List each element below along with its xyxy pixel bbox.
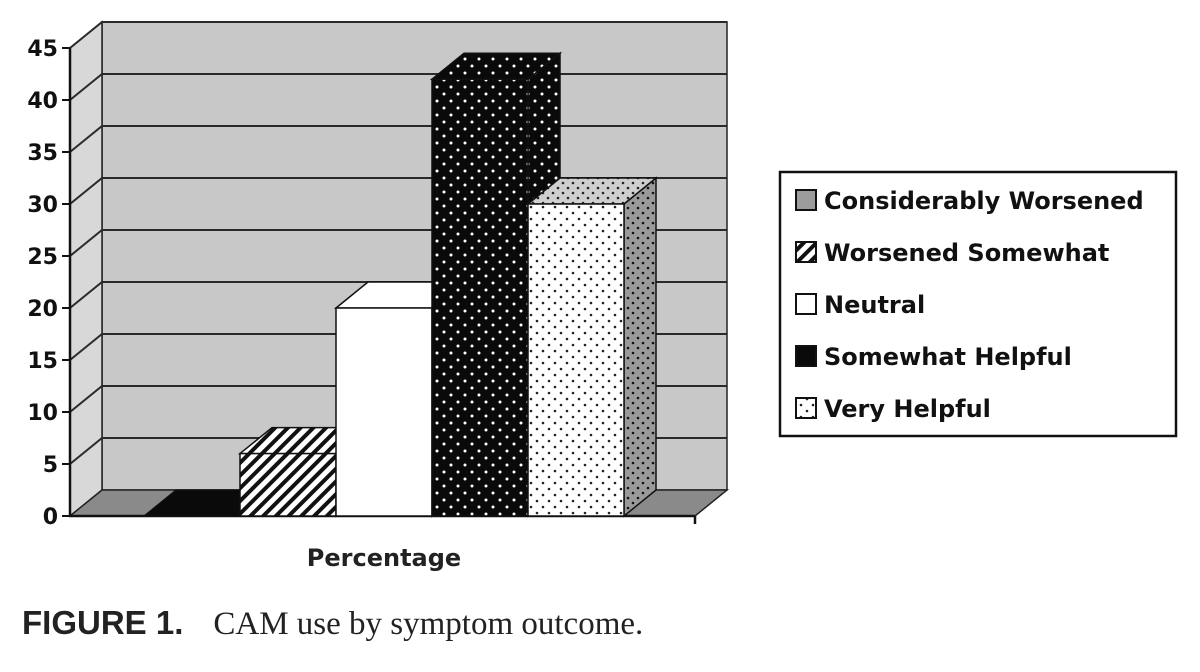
figure-caption-text: CAM use by symptom outcome. [213, 606, 644, 642]
y-tick-label: 20 [27, 297, 58, 322]
bar-front [431, 78, 529, 517]
figure-caption-label: FIGURE 1. [22, 604, 184, 641]
legend-label: Considerably Worsened [824, 187, 1144, 215]
x-axis-label: Percentage [307, 544, 461, 572]
legend-label: Worsened Somewhat [824, 239, 1109, 267]
gridline [69, 21, 727, 49]
bar-front [239, 452, 337, 517]
figure-caption: FIGURE 1. CAM use by symptom outcome. [22, 604, 643, 660]
y-tick-label: 10 [27, 401, 58, 426]
y-tick-label: 0 [43, 505, 58, 530]
bar-very-helpful [525, 176, 659, 518]
y-tick-label: 45 [27, 37, 58, 62]
y-tick-label: 25 [27, 245, 58, 270]
legend-label: Somewhat Helpful [824, 343, 1072, 371]
bar-side [623, 176, 657, 518]
bar-front [527, 203, 625, 517]
legend-label: Neutral [824, 291, 925, 319]
legend-swatch [795, 293, 817, 315]
y-tick-label: 40 [27, 89, 58, 114]
y-tick-label: 15 [27, 349, 58, 374]
chart-bars [142, 51, 659, 518]
legend-swatch [795, 345, 817, 367]
legend-swatch [795, 241, 817, 263]
bar-front [335, 307, 433, 517]
legend-swatch [795, 189, 817, 211]
legend-box [778, 170, 1178, 438]
y-tick-label: 30 [27, 193, 58, 218]
legend-label: Very Helpful [824, 395, 991, 423]
chart-legend: Considerably Worsened Worsened Somewhat Ne… [778, 170, 1178, 438]
y-tick-label: 5 [43, 453, 58, 478]
legend-swatch [795, 397, 817, 419]
bar-chart: 0 5 10 15 20 25 30 35 40 45 Considerably Worsened… [27, 20, 1178, 572]
y-tick-label: 35 [27, 141, 58, 166]
